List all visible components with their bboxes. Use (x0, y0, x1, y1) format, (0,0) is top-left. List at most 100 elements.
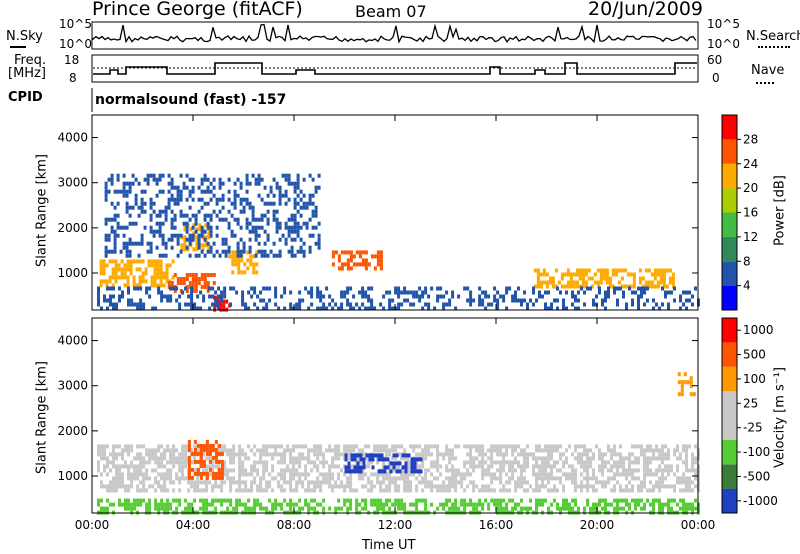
scatter-cell (655, 484, 658, 489)
scatter-cell (293, 201, 297, 206)
scatter-cell (499, 452, 503, 457)
scatter-cell (124, 488, 127, 493)
scatter-cell (349, 444, 353, 449)
scatter-cell (532, 472, 535, 477)
scatter-cell (102, 279, 106, 284)
scatter-cell (406, 488, 410, 493)
scatter-cell (178, 502, 182, 507)
scatter-cell (284, 173, 288, 178)
scatter-cell (139, 464, 143, 469)
scatter-cell (111, 267, 115, 272)
scatter-cell (538, 498, 541, 503)
freq-trace-line (93, 62, 697, 75)
scatter-cell (346, 258, 350, 263)
scatter-cell (316, 306, 320, 311)
scatter-cell (307, 460, 311, 465)
colorbar-tick-label: -100 (743, 445, 770, 459)
y-tick-label: 4000 (57, 131, 88, 145)
scatter-cell (181, 476, 185, 481)
scatter-cell (151, 452, 155, 457)
scatter-cell (167, 173, 171, 178)
scatter-cell (608, 284, 612, 289)
scatter-cell (673, 286, 676, 291)
scatter-cell (577, 306, 580, 311)
scatter-cell (293, 213, 297, 218)
scatter-cell (99, 279, 103, 284)
scatter-cell (238, 452, 242, 457)
scatter-cell (194, 213, 198, 218)
scatter-cell (586, 452, 589, 457)
scatter-cell (180, 247, 184, 252)
scatter-cell (349, 502, 353, 507)
scatter-cell (328, 472, 332, 477)
scatter-cell (106, 464, 109, 469)
scatter-cell (538, 294, 541, 299)
scatter-cell (334, 456, 338, 461)
scatter-cell (616, 480, 619, 485)
scatter-cell (379, 262, 383, 267)
scatter-cell (239, 237, 243, 242)
scatter-cell (298, 302, 302, 307)
scatter-cell (307, 472, 311, 477)
scatter-cell (132, 275, 136, 280)
scatter-cell (106, 488, 109, 493)
scatter-cell (364, 456, 368, 461)
scatter-cell (661, 452, 664, 457)
x-tick-label: 08:00 (277, 518, 312, 532)
scatter-cell (529, 484, 532, 489)
scatter-cell (133, 464, 137, 469)
scatter-cell (544, 460, 547, 465)
scatter-cell (124, 444, 127, 449)
scatter-cell (202, 488, 206, 493)
scatter-cell (112, 444, 115, 449)
scatter-cell (385, 452, 389, 457)
scatter-cell (134, 201, 138, 206)
scatter-cell (170, 181, 174, 186)
scatter-cell (160, 290, 164, 295)
scatter-cell (278, 197, 282, 202)
scatter-cell (247, 488, 251, 493)
scatter-cell (97, 460, 100, 465)
scatter-cell (298, 298, 302, 303)
scatter-cell (409, 302, 413, 307)
scatter-cell (499, 448, 503, 453)
scatter-cell (331, 262, 335, 267)
scatter-cell (296, 193, 300, 198)
scatter-cell (694, 476, 697, 481)
scatter-cell (469, 456, 473, 461)
scatter-cell (159, 271, 163, 276)
scatter-cell (640, 294, 643, 299)
scatter-cell (136, 502, 140, 507)
scatter-cell (114, 275, 118, 280)
scatter-cell (157, 472, 161, 477)
scatter-cell (379, 480, 383, 485)
scatter-cell (502, 506, 506, 511)
scatter-cell (272, 201, 276, 206)
freq-tick-top: 18 (64, 53, 80, 67)
scatter-cell (445, 484, 449, 489)
scatter-cell (140, 189, 144, 194)
scatter-cell (472, 480, 476, 485)
scatter-cell (514, 298, 517, 303)
scatter-cell (682, 502, 685, 507)
scatter-cell (490, 476, 494, 481)
scatter-cell (410, 461, 414, 466)
scatter-cell (406, 464, 410, 469)
scatter-cell (433, 460, 437, 465)
scatter-cell (688, 506, 691, 511)
scatter-cell (598, 464, 601, 469)
scatter-cell (158, 213, 162, 218)
scatter-cell (232, 506, 236, 511)
scatter-cell (304, 286, 308, 291)
scatter-cell (370, 286, 374, 291)
scatter-cell (322, 476, 326, 481)
scatter-cell (661, 444, 664, 449)
scatter-cell (170, 185, 174, 190)
scatter-cell (133, 468, 137, 473)
scatter-cell (605, 272, 609, 277)
scatter-cell (245, 181, 249, 186)
scatter-cell (169, 298, 173, 303)
scatter-cell (352, 294, 356, 299)
scatter-cell (397, 444, 401, 449)
scatter-cell (165, 271, 169, 276)
